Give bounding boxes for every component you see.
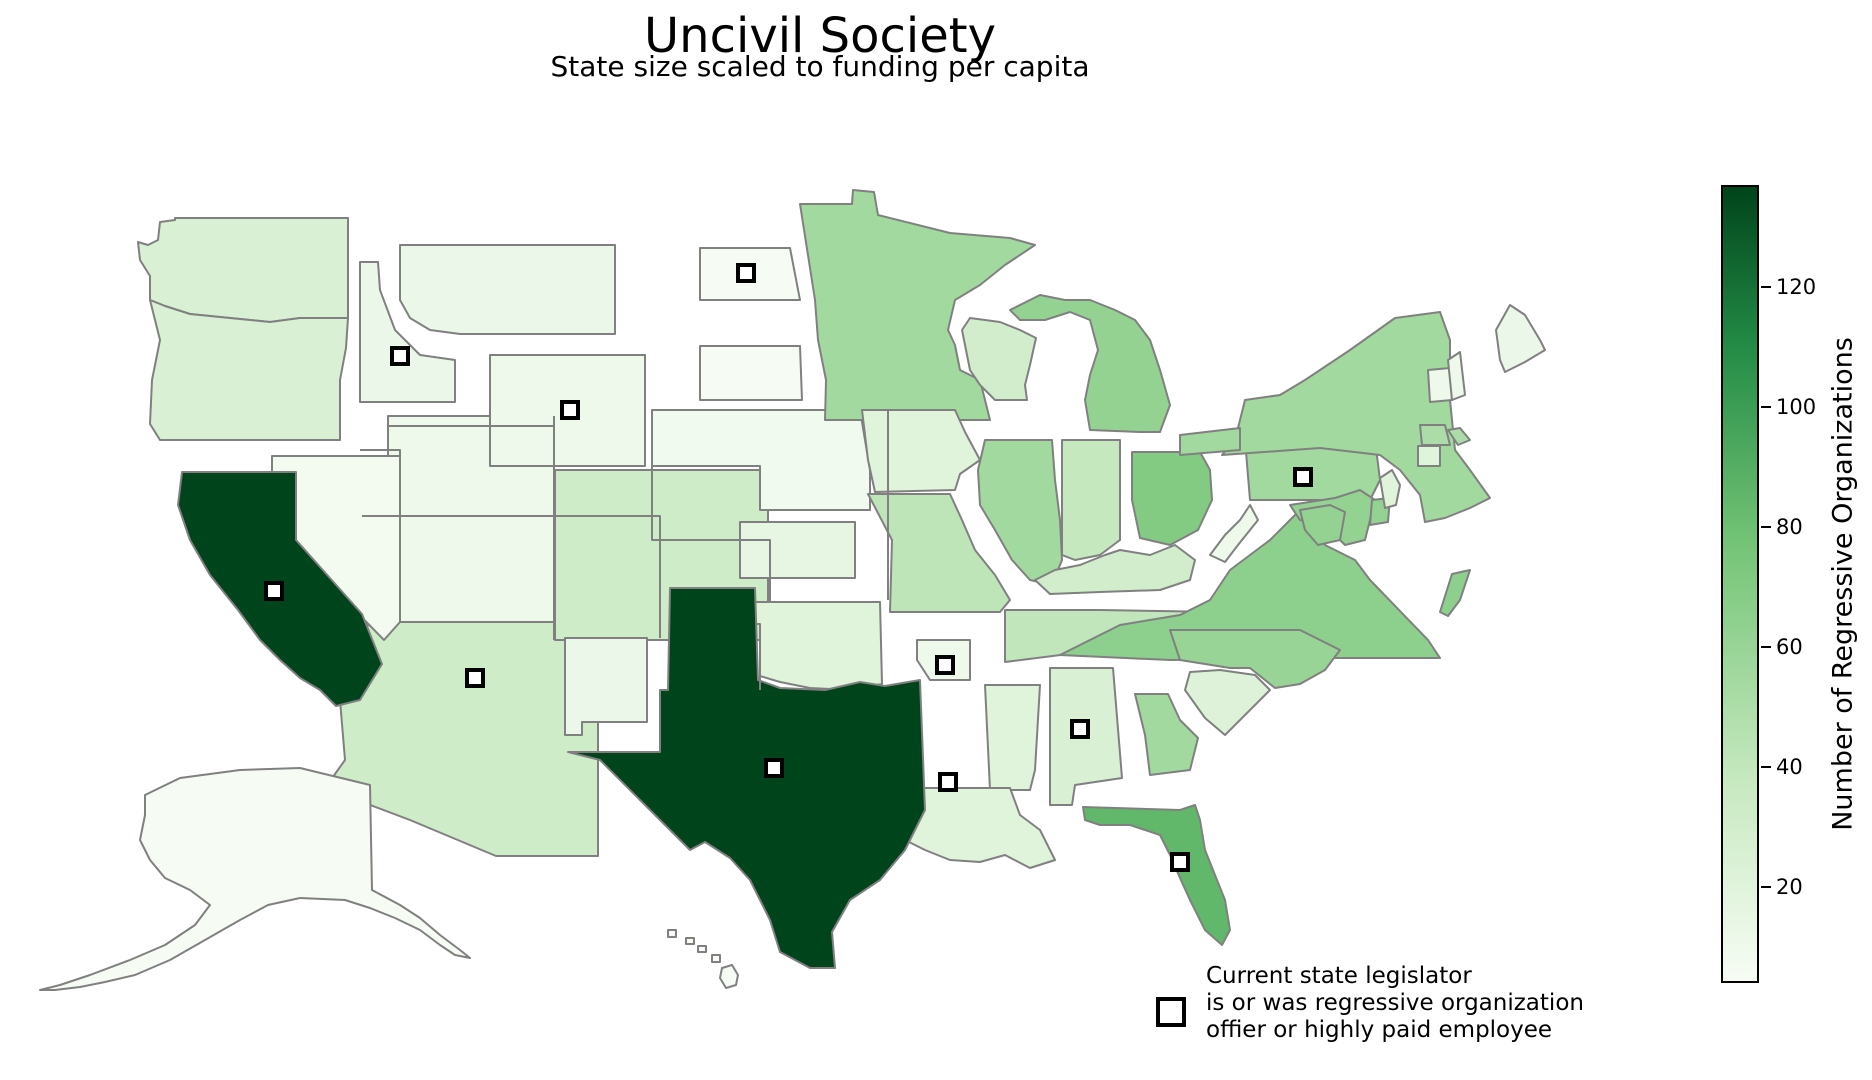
state-kansas [739, 521, 856, 579]
colorbar-tick-label: 100 [1776, 395, 1817, 419]
colorbar-tick-label: 60 [1776, 635, 1803, 659]
colorbar-label: Number of Regressive Organizations [1827, 337, 1859, 831]
state-new-york [1221, 311, 1491, 523]
state-fragment [1299, 504, 1346, 546]
state-mississippi [984, 684, 1041, 791]
state-new-hampshire [1447, 351, 1466, 401]
legislator-marker-swatch [1156, 997, 1186, 1027]
legislator-marker-texas [764, 758, 784, 778]
map-subtitle: State size scaled to funding per capita [550, 50, 1090, 83]
state-texas [567, 587, 926, 969]
state-new-jersey [1379, 469, 1401, 509]
state-minnesota [799, 189, 1036, 421]
state-kentucky [1034, 544, 1196, 595]
state-outline-overlap [651, 410, 771, 602]
colorbar-tick [1761, 646, 1771, 648]
colorbar-tick [1761, 526, 1771, 528]
state-west-virginia [1209, 504, 1259, 563]
state-oregon [149, 299, 349, 441]
state-new-mexico [564, 637, 648, 736]
state-massachusetts [1419, 424, 1451, 446]
legislator-marker-wyoming [560, 400, 580, 420]
legislator-marker-idaho [390, 346, 410, 366]
colorbar-tick [1761, 406, 1771, 408]
state-outline-overlap [360, 355, 661, 638]
legislator-marker-arizona [465, 668, 485, 688]
state-ohio [1131, 451, 1213, 546]
colorbar-tick [1761, 766, 1771, 768]
state-south-dakota [699, 345, 803, 401]
legend: Current state legislator is or was regre… [1156, 963, 1656, 1053]
state-montana [399, 244, 616, 335]
state-idaho [359, 261, 456, 403]
state-illinois [977, 439, 1063, 586]
cartogram-map [39, 189, 1546, 991]
legislator-marker-pennsylvania [1293, 467, 1313, 487]
colorbar-tick-label: 120 [1776, 275, 1817, 299]
colorbar-tick-label: 20 [1776, 875, 1803, 899]
state-hawaii [667, 929, 739, 989]
legend-line: is or was regressive organization [1206, 990, 1584, 1016]
legislator-marker-north-dakota [736, 263, 756, 283]
state-alaska [39, 767, 471, 991]
legislator-marker-california [264, 581, 284, 601]
map-title: Uncivil Society [644, 8, 996, 64]
colorbar-tick [1761, 286, 1771, 288]
colorbar-tick-label: 40 [1776, 755, 1803, 779]
colorbar-tick-label: 80 [1776, 515, 1803, 539]
legend-line: Current state legislator [1206, 963, 1472, 989]
legislator-marker-arkansas [935, 655, 955, 675]
state-fragment [1439, 569, 1471, 617]
state-missouri [867, 493, 1011, 613]
state-wisconsin [961, 317, 1037, 401]
state-outline-overlap [339, 380, 555, 640]
legend-line: offier or highly paid employee [1206, 1017, 1553, 1043]
state-fragment [1447, 427, 1471, 446]
state-georgia [1134, 693, 1199, 776]
colorbar-tick [1761, 886, 1771, 888]
colorbar [1721, 185, 1759, 983]
state-florida [1082, 804, 1231, 946]
legislator-marker-florida [1170, 852, 1190, 872]
state-louisiana [899, 787, 1056, 869]
state-fragment [1179, 427, 1241, 456]
state-iowa [861, 409, 981, 493]
legislator-marker-alabama [1070, 719, 1090, 739]
state-michigan [1009, 294, 1171, 433]
state-connecticut [1417, 445, 1441, 467]
state-north-carolina [1169, 629, 1341, 689]
state-maine [1495, 304, 1546, 373]
legislator-marker-louisiana [938, 772, 958, 792]
state-indiana [1061, 439, 1121, 561]
state-south-carolina [1184, 669, 1271, 736]
legend-text: Current state legislator is or was regre… [1206, 963, 1584, 1044]
